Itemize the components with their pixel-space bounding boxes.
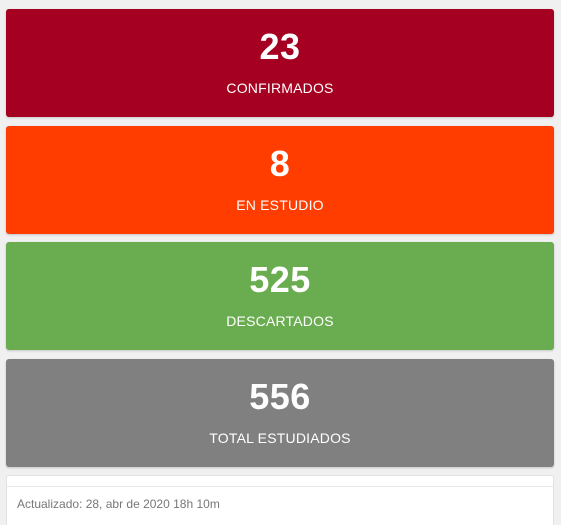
stat-card-confirmados: 23 CONFIRMADOS [6,9,554,117]
stat-label: CONFIRMADOS [226,80,334,96]
stat-card-descartados: 525 DESCARTADOS [6,242,554,350]
stat-card-en-estudio: 8 EN ESTUDIO [6,126,554,234]
stat-label: TOTAL ESTUDIADOS [209,430,351,446]
stat-card-total-estudiados: 556 TOTAL ESTUDIADOS [6,359,554,467]
stat-value: 8 [269,143,291,184]
stat-label: DESCARTADOS [226,313,334,329]
stat-value: 23 [259,26,301,67]
update-footer: Actualizado: 28, abr de 2020 18h 10m [6,475,554,525]
stat-value: 556 [249,376,311,417]
last-updated-text: Actualizado: 28, abr de 2020 18h 10m [17,497,220,511]
stat-label: EN ESTUDIO [236,197,324,213]
footer-divider [7,486,553,487]
stat-value: 525 [249,259,311,300]
